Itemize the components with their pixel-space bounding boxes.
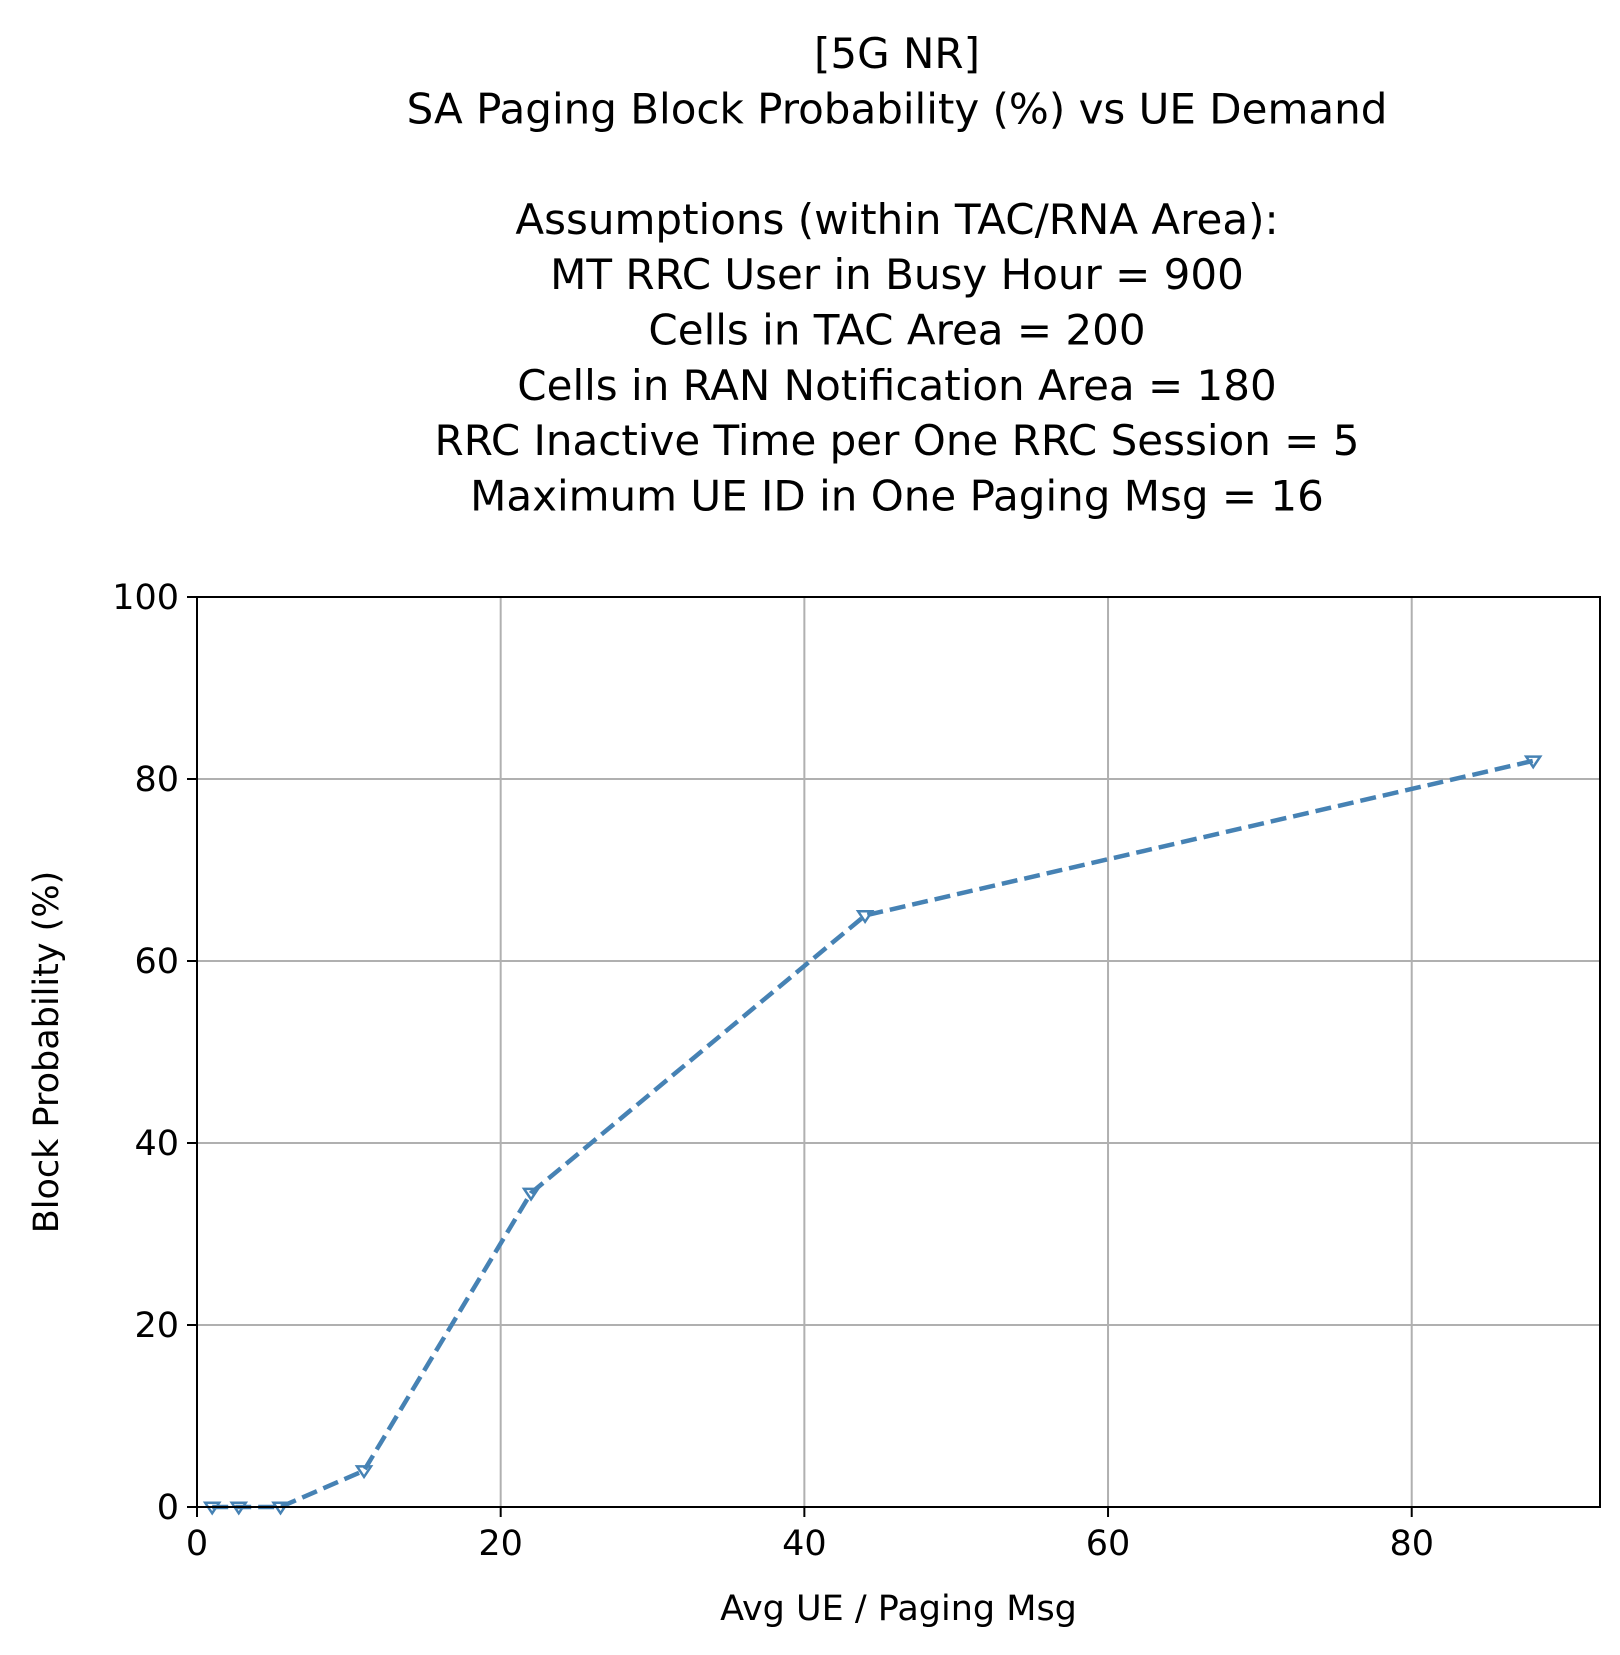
data-point-marker [229, 1501, 249, 1516]
x-tick-label: 20 [478, 1524, 523, 1564]
chart-title-line: Assumptions (within TAC/RNA Area): [515, 195, 1278, 244]
chart-title-line: MT RRC User in Busy Hour = 900 [550, 250, 1244, 299]
y-tick-label: 100 [112, 578, 179, 618]
series-line [212, 758, 1534, 1510]
y-axis: 0 20 40 60 80 100 [112, 578, 197, 1528]
y-tick-label: 0 [157, 1488, 179, 1528]
chart-title-line: SA Paging Block Probability (%) vs UE De… [407, 84, 1388, 133]
chart-title-line: [5G NR] [814, 29, 980, 78]
plot-area [202, 755, 1543, 1516]
data-point-marker [271, 1501, 290, 1516]
data-point-marker [521, 1187, 541, 1202]
x-axis-label: Avg UE / Paging Msg [720, 1589, 1077, 1629]
chart-title: [5G NR] SA Paging Block Probability (%) v… [407, 29, 1388, 520]
chart-title-line: Cells in RAN Notification Area = 180 [517, 361, 1276, 410]
y-axis-label: Block Probability (%) [27, 871, 67, 1234]
data-point-marker [1523, 755, 1543, 770]
x-axis: 0 20 40 60 80 [186, 1507, 1434, 1564]
y-tick-label: 60 [134, 942, 179, 982]
data-point-marker [855, 910, 875, 925]
chart-title-line: RRC Inactive Time per One RRC Session = … [435, 416, 1360, 465]
data-point-marker [202, 1501, 222, 1516]
data-point-marker [354, 1465, 374, 1480]
x-tick-label: 0 [186, 1524, 208, 1564]
y-tick-label: 20 [134, 1306, 179, 1346]
chart-title-line: Cells in TAC Area = 200 [648, 306, 1145, 355]
x-tick-label: 80 [1389, 1524, 1434, 1564]
x-tick-label: 40 [782, 1524, 827, 1564]
x-tick-label: 60 [1086, 1524, 1131, 1564]
y-tick-label: 40 [134, 1124, 179, 1164]
grid [197, 597, 1600, 1507]
y-tick-label: 80 [134, 760, 179, 800]
plot-frame [196, 596, 1601, 1508]
chart-title-line: Maximum UE ID in One Paging Msg = 16 [470, 471, 1324, 520]
